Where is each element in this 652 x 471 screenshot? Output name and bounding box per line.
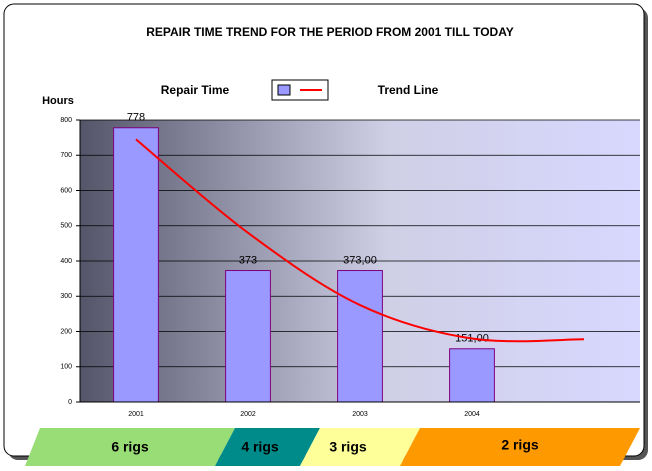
rig-label: 6 rigs	[111, 439, 149, 455]
x-tick-label: 2003	[352, 411, 368, 418]
rig-label: 2 rigs	[501, 437, 539, 453]
data-label: 373,00	[343, 254, 377, 266]
y-tick-label: 200	[60, 328, 72, 335]
bar	[225, 270, 271, 403]
y-tick-label: 300	[60, 293, 72, 300]
rig-band	[25, 428, 235, 466]
rig-band	[400, 428, 640, 466]
y-tick-label: 800	[60, 117, 72, 124]
rig-label: 3 rigs	[329, 439, 367, 455]
y-tick-label: 700	[60, 152, 72, 159]
x-tick-label: 2001	[128, 411, 144, 418]
legend-swatch	[277, 84, 291, 96]
bar	[449, 348, 495, 403]
rig-band	[215, 428, 320, 466]
data-label: 778	[127, 112, 145, 124]
y-tick-label: 600	[60, 187, 72, 194]
rig-band	[300, 428, 420, 466]
rig-label: 4 rigs	[241, 439, 279, 455]
x-tick-label: 2004	[464, 411, 480, 418]
y-tick-label: 100	[60, 364, 72, 371]
legend-label: Trend Line	[378, 83, 439, 97]
bar	[337, 270, 383, 403]
x-tick-label: 2002	[240, 411, 256, 418]
bar	[113, 127, 159, 403]
data-label: 373	[239, 254, 257, 266]
chart-title: REPAIR TIME TREND FOR THE PERIOD FROM 20…	[146, 25, 514, 39]
y-tick-label: 0	[68, 399, 72, 406]
y-tick-label: 500	[60, 223, 72, 230]
legend-label: Repair Time	[161, 83, 230, 97]
y-tick-label: 400	[60, 258, 72, 265]
y-axis-label: Hours	[42, 95, 74, 107]
trend-line	[135, 138, 585, 343]
